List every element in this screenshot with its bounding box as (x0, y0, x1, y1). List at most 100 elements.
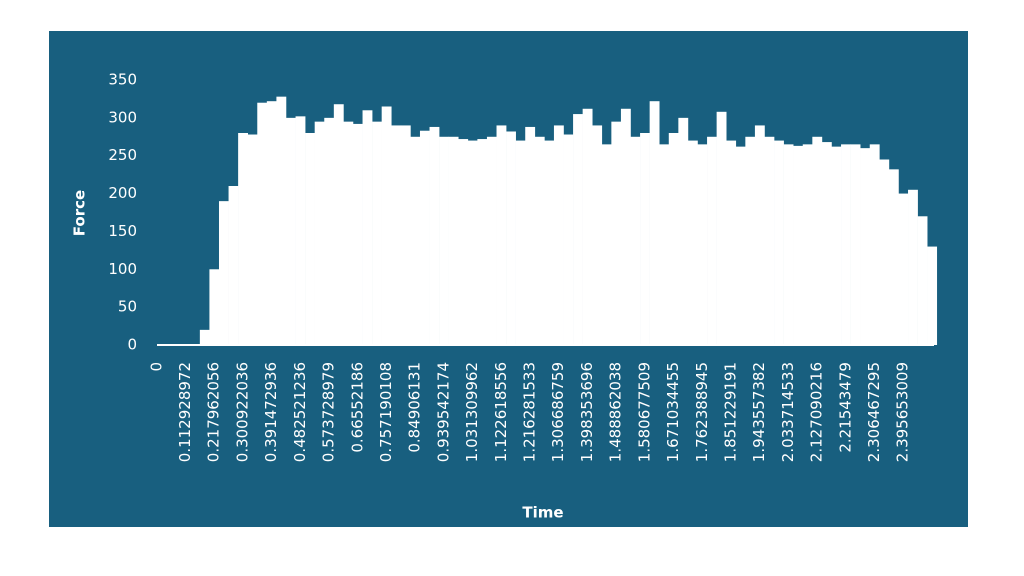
bar (534, 136, 545, 345)
bar (372, 121, 382, 346)
bar (754, 125, 765, 345)
bar (707, 136, 717, 345)
bar (774, 140, 784, 345)
y-tick-label: 0 (127, 336, 137, 354)
x-tick-label: 0.573728979 (320, 362, 338, 462)
x-tick-label: 2.127090216 (808, 362, 826, 462)
x-tick-label: 1.671034455 (664, 362, 682, 462)
bar (745, 136, 756, 345)
bar (448, 136, 459, 345)
x-tick-label: 0.939542174 (434, 362, 452, 462)
bar (285, 117, 296, 345)
x-tick-label: 0.391472936 (262, 362, 280, 462)
bar (611, 121, 622, 346)
bar (553, 125, 564, 345)
bar (439, 136, 449, 345)
bar (764, 136, 775, 345)
x-tick-label: 1.306686759 (549, 362, 567, 462)
bar (333, 104, 344, 345)
bar (793, 145, 804, 345)
bar (659, 144, 670, 345)
bar (812, 136, 823, 345)
bar (381, 106, 392, 345)
bar (716, 111, 727, 345)
x-tick-label: 0.757190108 (377, 362, 395, 462)
x-tick-label: 0 (147, 362, 165, 372)
bar (802, 144, 813, 345)
bar (314, 121, 325, 346)
x-tick-label: 1.580677509 (635, 362, 653, 462)
x-tick-label: 1.122618556 (492, 362, 510, 462)
bar (324, 117, 335, 345)
bar (649, 101, 660, 345)
x-tick-label: 0.84906131 (406, 362, 424, 453)
bar (908, 189, 918, 345)
bar (592, 125, 603, 345)
x-tick-label: 1.216281533 (521, 362, 539, 462)
bar (879, 159, 890, 345)
bar (228, 186, 239, 345)
bar (295, 116, 306, 345)
bar (352, 123, 363, 346)
bar (783, 144, 794, 345)
x-axis-title: Time (522, 504, 563, 522)
x-tick-label: 2.033714533 (779, 362, 797, 462)
bar (726, 140, 737, 345)
bar (841, 144, 851, 345)
bar (429, 126, 440, 345)
x-tick-label: 2.306467295 (865, 362, 883, 462)
bar (238, 133, 248, 345)
bar (898, 193, 909, 345)
bar (888, 169, 899, 345)
bar (400, 125, 411, 345)
x-tick-label: 1.488862038 (607, 362, 625, 462)
x-tick-label: 2.21543479 (836, 362, 854, 453)
bar (506, 131, 516, 345)
bar (266, 101, 277, 345)
x-tick-label: 0.300922036 (233, 362, 251, 462)
y-tick-label: 300 (108, 108, 137, 126)
bar (257, 102, 268, 345)
bar (927, 246, 938, 345)
bar (343, 121, 354, 346)
bar (391, 125, 402, 345)
bar (735, 146, 746, 345)
bar (821, 142, 832, 345)
bar (419, 130, 430, 345)
y-tick-label: 200 (108, 184, 137, 202)
y-tick-label: 100 (108, 260, 137, 278)
bar (410, 136, 421, 345)
bar (620, 108, 631, 346)
bar (276, 96, 287, 346)
x-tick-label: 1.031309962 (463, 362, 481, 462)
x-tick-label: 0.217962056 (205, 362, 223, 462)
x-tick-label: 1.398353696 (578, 362, 596, 462)
x-tick-label: 0.482521236 (291, 362, 309, 462)
x-tick-label: 1.762388945 (693, 362, 711, 462)
bar (247, 134, 258, 345)
bar (630, 136, 641, 345)
y-axis-title: Force (71, 190, 89, 236)
bar (305, 133, 315, 345)
bar (601, 144, 612, 345)
bar (869, 144, 880, 345)
bar (640, 133, 650, 345)
x-tick-label: 2.395653009 (894, 362, 912, 462)
bar (678, 117, 689, 345)
bar (917, 216, 928, 345)
x-tick-label: 0.112928972 (176, 362, 194, 462)
bar (573, 114, 583, 345)
bar (209, 269, 220, 345)
bar (199, 329, 210, 345)
y-tick-label: 150 (108, 222, 137, 240)
bar (477, 139, 488, 345)
bar (458, 139, 469, 345)
x-tick-label: 1.943557382 (750, 362, 768, 462)
bar (467, 140, 478, 345)
bar (525, 126, 536, 345)
bar (486, 136, 497, 345)
bar (496, 125, 507, 345)
bar (668, 133, 679, 345)
